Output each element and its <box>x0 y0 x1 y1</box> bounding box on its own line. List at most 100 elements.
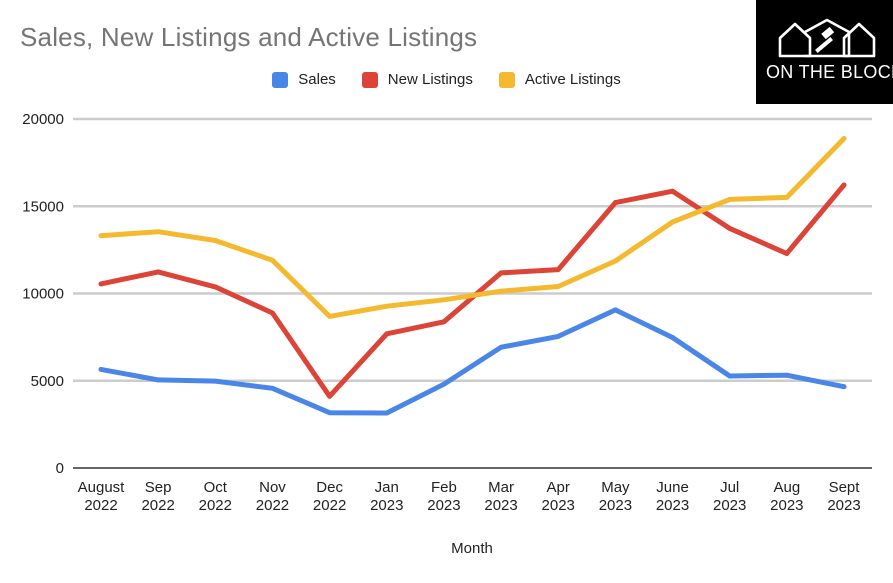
x-tick-line: 2022 <box>313 497 346 514</box>
x-tick-label: Dec 2022 <box>313 479 346 514</box>
x-tick-label: Jul 2023 <box>713 479 746 514</box>
data-point <box>670 335 675 340</box>
data-point <box>270 310 275 316</box>
legend-item: Active Listings <box>498 71 621 88</box>
x-tick-label: Aug 2023 <box>770 479 803 514</box>
data-point <box>498 344 504 350</box>
y-tick-label: 5000 <box>31 373 64 390</box>
x-tick-label: Sep 2022 <box>141 479 174 514</box>
series-line-sales <box>98 307 847 416</box>
y-tick-label: 10000 <box>22 286 64 303</box>
y-tick-label: 15000 <box>22 198 64 215</box>
data-point <box>498 288 504 294</box>
x-tick-line: Dec <box>316 479 343 496</box>
data-point <box>98 233 104 239</box>
data-point <box>384 303 390 309</box>
data-point <box>327 410 333 416</box>
x-tick-label: Apr 2023 <box>542 479 575 514</box>
data-point <box>612 307 618 313</box>
x-tick-line: 2023 <box>599 497 632 514</box>
chart-title: Sales, New Listings and Active Listings <box>20 22 478 52</box>
x-tick-line: 2023 <box>370 497 403 514</box>
x-tick-line: 2023 <box>713 497 746 514</box>
data-point <box>612 200 618 205</box>
x-tick-label: August 2022 <box>78 479 126 514</box>
x-tick-line: 2023 <box>656 497 689 514</box>
data-point <box>670 219 675 225</box>
data-point <box>727 373 733 379</box>
data-point <box>441 319 447 325</box>
data-point <box>612 258 618 264</box>
x-tick-label: Nov 2022 <box>256 479 289 514</box>
data-point <box>555 284 561 289</box>
data-point <box>327 393 333 399</box>
y-tick-label: 0 <box>56 460 64 477</box>
houses-with-gavel-icon <box>778 18 876 58</box>
data-point <box>327 313 333 319</box>
data-point <box>784 194 790 200</box>
data-point <box>841 136 847 141</box>
legend-swatch <box>498 71 515 88</box>
data-point <box>270 385 275 391</box>
x-tick-line: 2022 <box>84 497 117 514</box>
x-tick-line: Sept <box>829 479 861 496</box>
x-tick-line: June <box>656 479 689 496</box>
x-tick-line: May <box>601 479 630 496</box>
data-point <box>555 334 561 339</box>
legend-item: New Listings <box>361 71 473 88</box>
data-point <box>555 267 561 272</box>
x-tick-line: 2022 <box>199 497 232 514</box>
x-tick-line: 2022 <box>256 497 289 514</box>
legend-label: Active Listings <box>524 71 621 88</box>
x-tick-line: 2023 <box>542 497 575 514</box>
data-point <box>841 182 847 188</box>
data-point <box>155 377 161 383</box>
x-tick-line: Aug <box>773 479 800 496</box>
x-tick-line: Jan <box>375 479 399 496</box>
data-point <box>441 297 447 303</box>
data-point <box>727 197 733 202</box>
x-tick-line: Apr <box>547 479 570 496</box>
data-point <box>784 372 790 378</box>
x-tick-line: August <box>78 479 126 496</box>
data-point <box>270 257 275 263</box>
x-tick-line: 2023 <box>427 497 460 514</box>
x-tick-label: Mar 2023 <box>484 479 517 514</box>
legend-label: Sales <box>298 71 336 88</box>
logo-text: ON THE BLOCK <box>766 62 893 82</box>
y-tick-label: 20000 <box>22 111 64 128</box>
data-point <box>155 229 161 235</box>
x-tick-line: Jul <box>720 479 739 496</box>
x-tick-label: June 2023 <box>656 479 689 514</box>
data-point <box>841 384 847 390</box>
x-tick-label: Sept 2023 <box>827 479 860 514</box>
data-point <box>384 410 390 416</box>
x-tick-line: Oct <box>204 479 228 496</box>
x-tick-label: Jan 2023 <box>370 479 403 514</box>
data-point <box>212 378 218 384</box>
data-point <box>155 269 161 275</box>
x-tick-label: Feb 2023 <box>427 479 460 514</box>
x-tick-line: Sep <box>145 479 172 496</box>
data-point <box>98 367 104 372</box>
brand-logo: ON THE BLOCK <box>756 0 893 104</box>
data-point <box>98 281 104 287</box>
legend-swatch <box>272 71 289 88</box>
y-axis-ticks: 0 5000 10000 15000 20000 <box>22 111 64 477</box>
data-point <box>384 331 390 337</box>
data-point <box>441 381 447 387</box>
data-point <box>784 251 790 256</box>
x-tick-line: Mar <box>488 479 514 496</box>
x-tick-line: 2023 <box>484 497 517 514</box>
legend-label: New Listings <box>387 71 473 88</box>
x-tick-line: Nov <box>259 479 286 496</box>
series-lines <box>98 136 847 416</box>
x-tick-line: 2022 <box>141 497 174 514</box>
series-line-active-listings <box>98 136 847 319</box>
x-tick-line: 2023 <box>827 497 860 514</box>
chart-legend: Sales New Listings Active Listings <box>0 71 893 88</box>
x-tick-line: Feb <box>431 479 457 496</box>
x-tick-label: May 2023 <box>599 479 632 514</box>
